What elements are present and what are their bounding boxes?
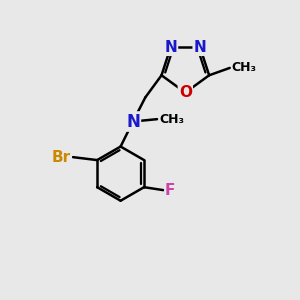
Text: CH₃: CH₃ <box>232 61 257 74</box>
Text: O: O <box>179 85 192 100</box>
Text: CH₃: CH₃ <box>159 113 184 126</box>
Text: N: N <box>194 40 206 55</box>
Text: N: N <box>126 112 140 130</box>
Text: F: F <box>165 183 175 198</box>
Text: N: N <box>164 40 177 55</box>
Text: Br: Br <box>52 150 71 165</box>
